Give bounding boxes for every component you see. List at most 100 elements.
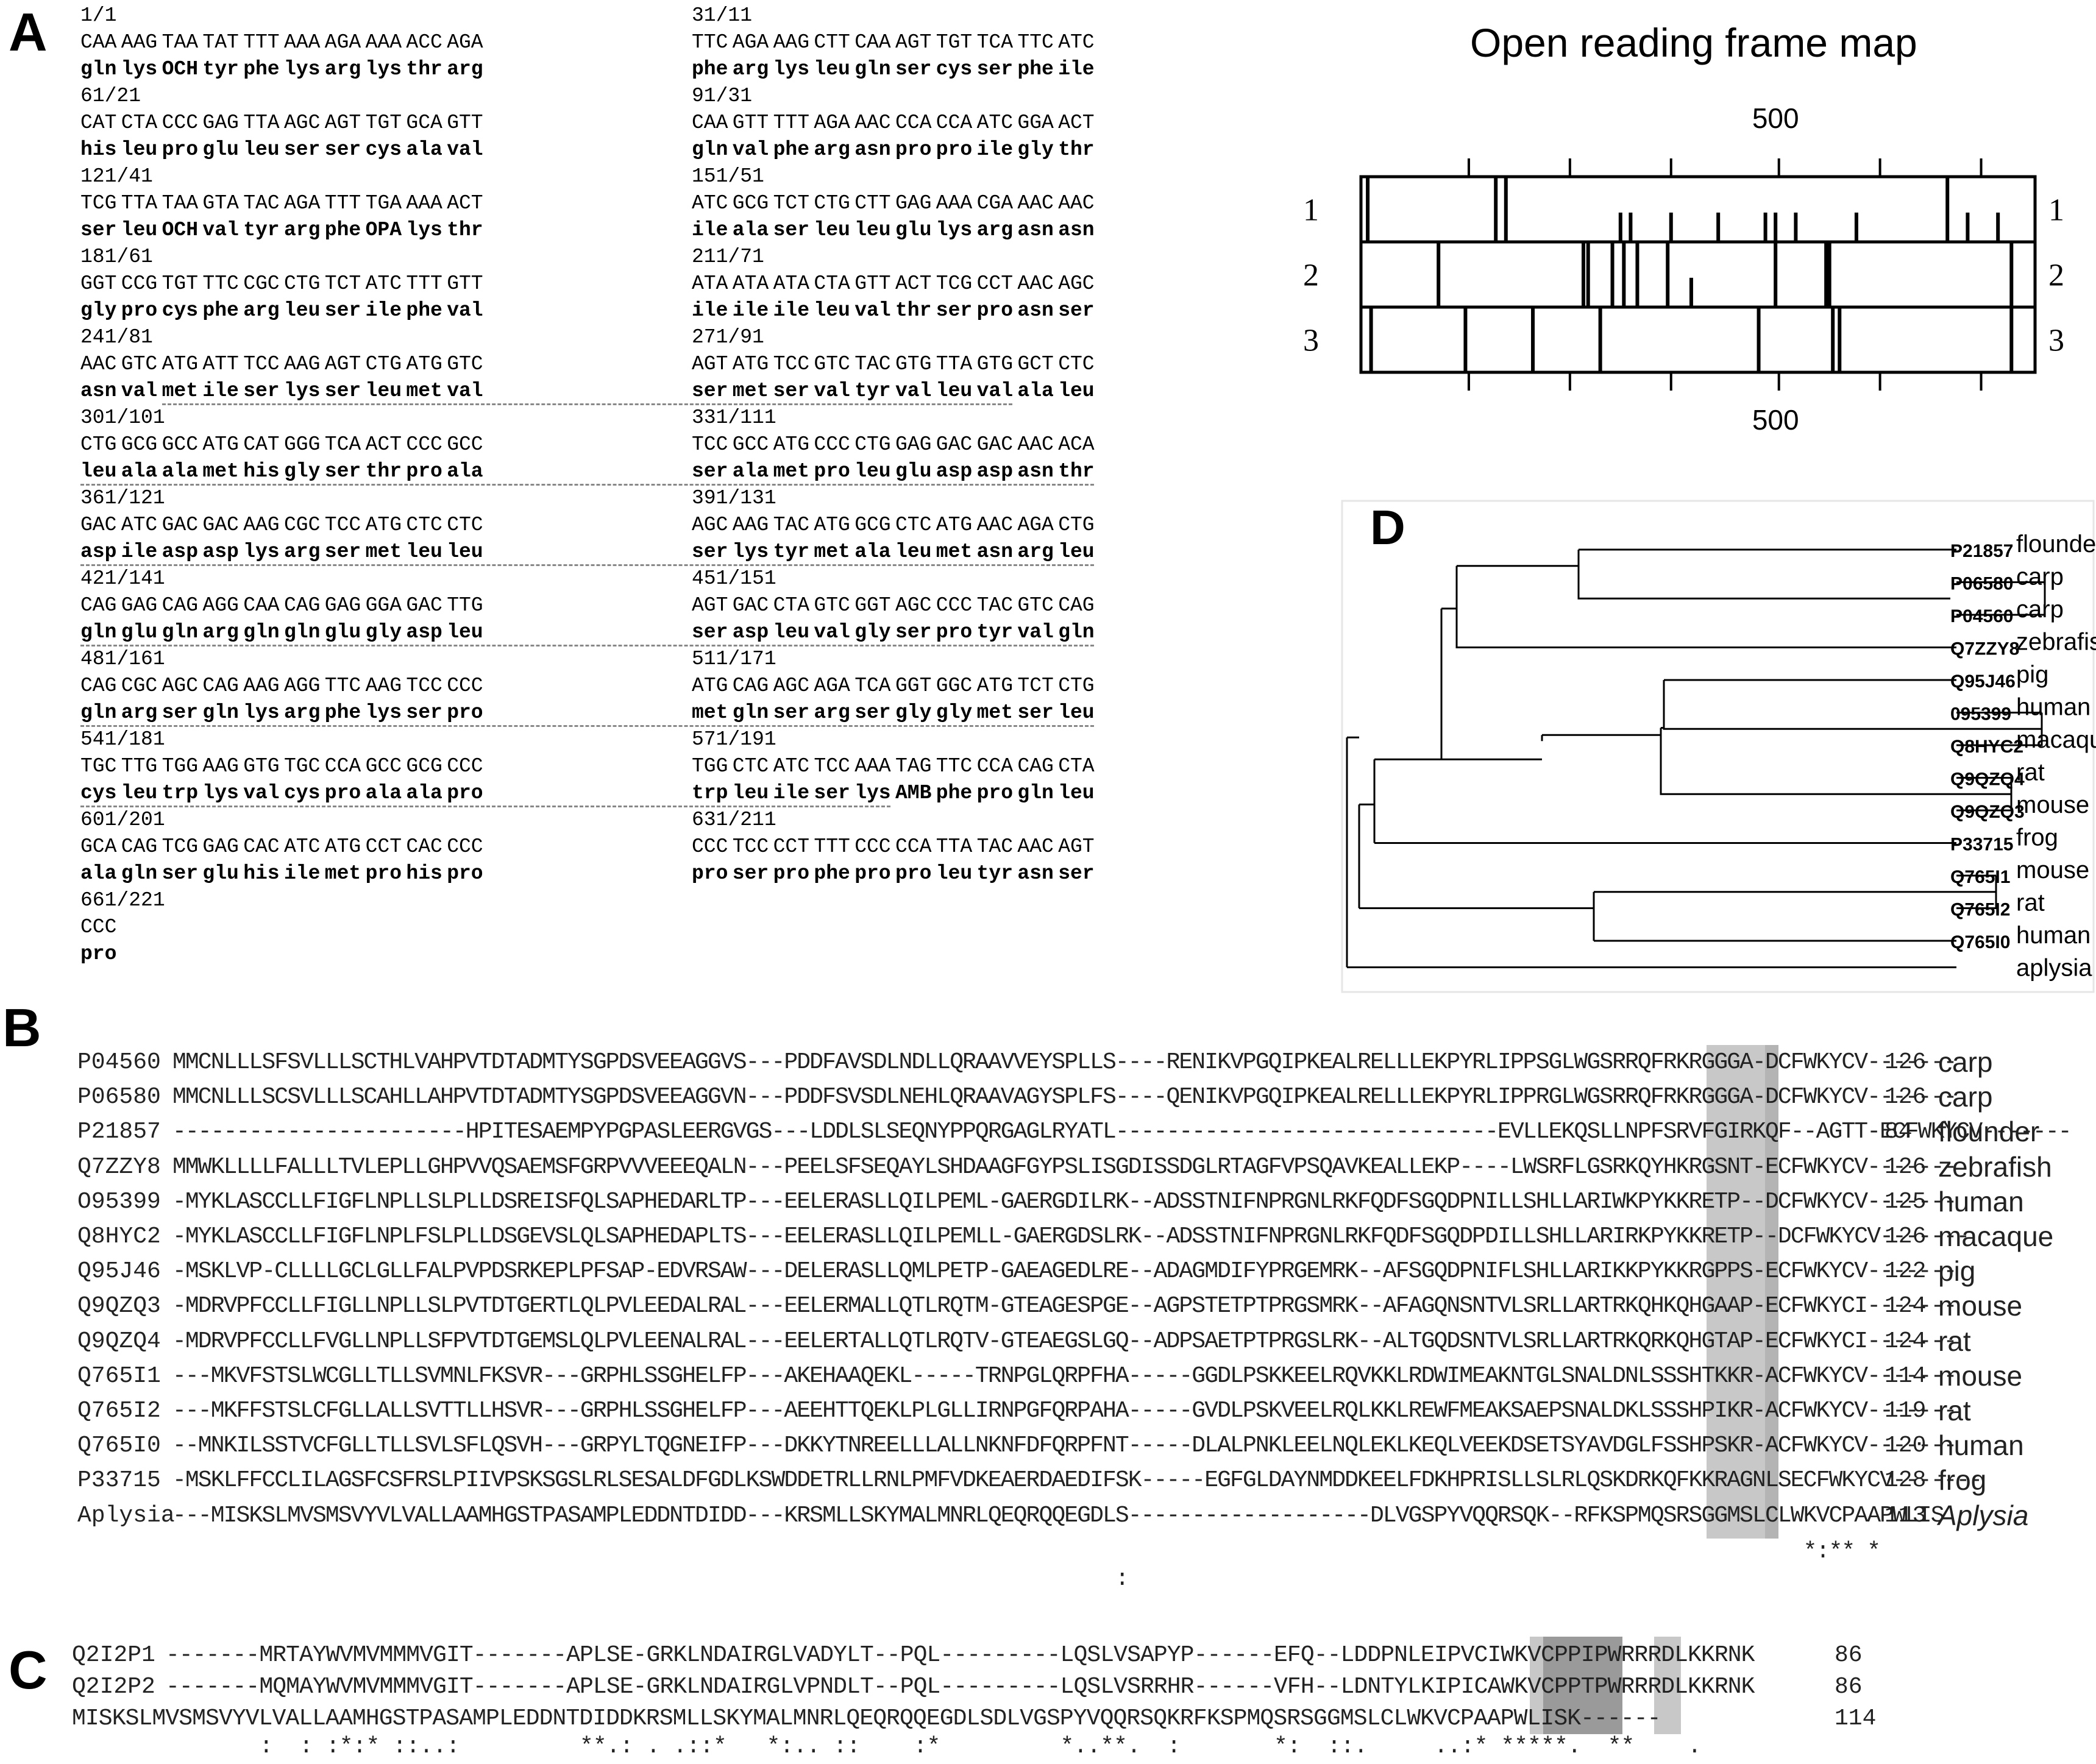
sequence-id: Q9QZQ3 [77,1293,161,1320]
position-label: 361/121 [80,487,165,509]
position-row: 301/101 331/111 [80,405,1287,431]
amino-acid: arg [324,58,361,80]
conserved-motif-highlight [1654,1637,1681,1734]
codon: GAC [202,514,239,536]
amino-acid: ala [732,219,769,241]
amino-acid: leu [406,540,442,563]
tree-leaf-name: human [2016,922,2091,949]
amino-acid: asp [80,540,117,563]
codon: TGC [284,755,321,778]
sequence-length: 120 [1885,1433,1927,1459]
species-name: frog [1938,1464,1987,1497]
codon: ACT [895,272,932,295]
codon: TCG [936,272,973,295]
codon: CTC [895,514,932,536]
amino-acid: val [202,219,239,241]
amino-acid-row: gln glu gln arg gln gln glu gly asp leu ser asp leu v… [80,619,1287,646]
position-label: 121/41 [80,165,153,188]
position-label: 451/151 [692,567,776,590]
codon: CTT [814,31,850,54]
amino-acid: ala [406,138,442,161]
amino-acid: ser [284,138,321,161]
amino-acid-row: leu ala ala met his gly ser thr pro ala ser ala met p… [80,458,1287,486]
codon: ATG [814,514,850,536]
amino-acid: gln [284,621,321,643]
amino-acid: ile [365,299,402,322]
sequence-id: Q7ZZY8 [77,1153,161,1180]
nucleotide-row: GAC ATC GAC GAC AAG CGC TCC ATG CTC CTC AGC AAG TAC A… [80,512,1287,539]
codon: ATC [365,272,402,295]
codon: ATG [773,433,810,456]
codon: ATA [692,272,728,295]
amino-acid: glu [895,219,932,241]
codon: GCT [1017,353,1054,375]
amino-acid: ser [936,299,973,322]
amino-acid: cys [365,138,402,161]
codon: TGC [80,755,117,778]
nucleotide-row: CAT CTA CCC GAG TTA AGC AGT TGT GCA GTT CAA GTT TTT A… [80,110,1287,136]
codon: TGG [162,755,199,778]
amino-acid-row: asp ile asp asp lys arg ser met leu leu ser lys tyr m… [80,539,1287,566]
codon: CGA [976,192,1014,214]
codon: GAG [121,594,158,617]
codon: CGC [284,514,321,536]
sequence-length: 119 [1885,1398,1927,1424]
codon: CCC [692,835,728,858]
codon: GGA [1017,112,1054,134]
sequence-length: 86 [1835,1642,1863,1668]
amino-acid: gln [80,621,117,643]
codon: CTG [365,353,402,375]
amino-acid: ser [692,460,728,483]
orf-frame-row [1359,305,2037,374]
sequence-id: P06580 [77,1084,161,1111]
amino-acid: leu [732,782,769,804]
aligned-sequence: -MDRVPFCCLLFVGLLNPLLSFPVTDTGEMSLQLPVLEEN… [172,1328,1957,1355]
codon: CTA [1058,755,1095,778]
amino-acid: ser [1058,862,1095,885]
tree-leaf-name: carp [2016,596,2064,623]
codon: AAG [732,514,769,536]
amino-acid: phe [202,299,239,322]
amino-acid: ile [121,540,158,563]
amino-acid: val [854,299,891,322]
tree-leaf-id: Q765I1 [1950,867,2010,887]
codon: TGT [936,31,973,54]
sequence-length: 128 [1885,1467,1927,1494]
amino-acid: gln [1017,782,1054,804]
codon: AAC [1058,192,1095,214]
codon: TAC [243,192,280,214]
amino-acid: cys [162,299,199,322]
amino-acid: tyr [854,380,891,402]
position-row: 601/201 631/211 [80,807,1287,834]
codon: AGC [692,514,728,536]
amino-acid: gly [936,701,973,724]
amino-acid: val [976,380,1014,402]
codon: CTG [1058,514,1095,536]
amino-acid: leu [854,219,891,241]
codon: TTA [936,835,973,858]
amino-acid: cys [936,58,973,80]
alignment-row: Aplysia ---MISKSLMVSMSVYVLVALLAAMHGSTPASA… [0,1498,2096,1533]
codon: AGT [895,31,932,54]
amino-acid: leu [365,380,402,402]
conserved-motif-highlight [1530,1637,1543,1734]
amino-acid: ala [854,540,891,563]
codon: AGT [324,112,361,134]
codon: CAA [80,31,117,54]
alignment-row: P06580 MMCNLLLSCSVLLLSCAHLLAHPVTDTADMTYSG… [0,1080,2096,1114]
codon: GAC [406,594,442,617]
sequence-length: 126 [1885,1224,1927,1250]
codon: AGC [284,112,321,134]
codon: GAC [976,433,1014,456]
aligned-sequence: MMCNLLLSCSVLLLSCAHLLAHPVTDTADMTYSGPDSVEE… [172,1084,1957,1111]
codon: TCT [324,272,361,295]
tree-leaf-id: Q95J46 [1950,671,2016,692]
amino-acid: arg [202,621,239,643]
codon: GGG [284,433,321,456]
codon: TCA [854,675,891,697]
codon: CAC [406,835,442,858]
amino-acid: ser [162,862,199,885]
amino-acid: asp [732,621,769,643]
sequence-length: 124 [1885,1293,1927,1320]
aligned-sequence: -------MQMAYWVMVMMMVGIT-------APLSE-GRKL… [166,1674,1755,1700]
